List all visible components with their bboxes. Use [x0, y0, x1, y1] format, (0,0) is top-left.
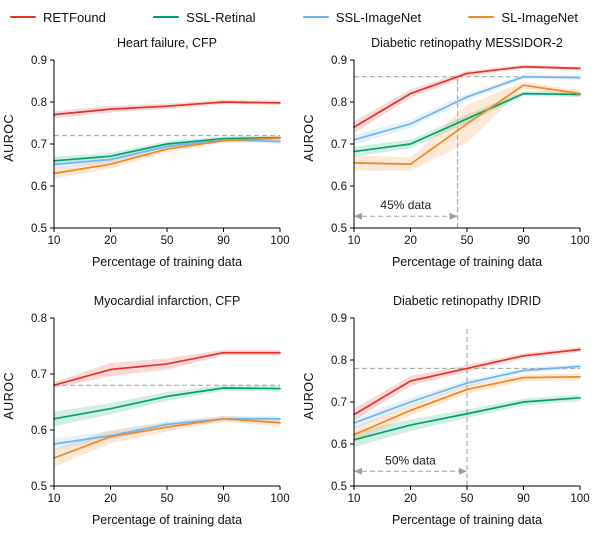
- legend-line-swatch: [468, 15, 495, 19]
- legend-label: SL-ImageNet: [501, 9, 578, 25]
- svg-text:0.8: 0.8: [331, 355, 347, 367]
- legend-line-swatch: [153, 15, 180, 19]
- legend-line-swatch: [302, 15, 329, 19]
- chart-panel-heart-failure-cfp: Heart failure, CFP AUROC 10 20 50 90 100 0.5 0…: [0, 30, 300, 288]
- svg-text:100: 100: [270, 235, 289, 247]
- legend-item-ssl-imagenet: SSL-ImageNet: [302, 9, 422, 25]
- chart-grid: Heart failure, CFP AUROC 10 20 50 90 100 0.5 0…: [0, 30, 600, 545]
- svg-text:0.7: 0.7: [31, 139, 47, 151]
- svg-text:0.6: 0.6: [31, 181, 47, 193]
- chart-title: Diabetic retinopathy IDRID: [393, 293, 541, 308]
- plot-row: AUROC 10 20 50 90 100 0.5 0.6 0.7 0.8: [0, 310, 300, 512]
- svg-text:50: 50: [161, 493, 174, 505]
- svg-text:0.9: 0.9: [31, 55, 47, 67]
- svg-text:90: 90: [517, 493, 530, 505]
- svg-text:0.9: 0.9: [331, 55, 347, 67]
- legend: RETFound SSL-Retinal SSL-ImageNet SL-Ima…: [0, 0, 600, 30]
- svg-text:0.7: 0.7: [331, 139, 347, 151]
- svg-text:90: 90: [517, 235, 530, 247]
- plot-svg: 45% data 10 20 50 90 100 0.5 0.6 0.7 0.8 0.9: [331, 55, 590, 247]
- svg-text:10: 10: [48, 235, 61, 247]
- svg-text:100: 100: [570, 235, 589, 247]
- chart-panel-myocardial-infarction-cfp: Myocardial infarction, CFP AUROC 10 20 50 9…: [0, 288, 300, 545]
- svg-text:0.6: 0.6: [331, 181, 347, 193]
- svg-text:0.9: 0.9: [331, 313, 347, 325]
- y-axis-label: AUROC: [2, 114, 16, 162]
- chart-title: Myocardial infarction, CFP: [93, 293, 241, 308]
- y-axis-label: AUROC: [302, 114, 316, 162]
- svg-text:0.8: 0.8: [331, 97, 347, 109]
- svg-text:45% data: 45% data: [380, 198, 431, 212]
- svg-text:10: 10: [48, 493, 61, 505]
- svg-text:0.5: 0.5: [331, 481, 347, 493]
- plot-svg: 50% data 10 20 50 90 100 0.5 0.6 0.7 0.8 0.9: [331, 313, 590, 505]
- svg-text:10: 10: [348, 235, 361, 247]
- svg-text:100: 100: [570, 493, 589, 505]
- y-axis-label-column: AUROC: [300, 52, 318, 254]
- svg-text:0.6: 0.6: [31, 425, 47, 437]
- x-axis-label: Percentage of training data: [391, 512, 543, 527]
- y-axis-label: AUROC: [2, 371, 16, 420]
- y-axis-label: AUROC: [302, 371, 316, 420]
- svg-text:0.8: 0.8: [31, 313, 47, 325]
- svg-text:20: 20: [404, 493, 417, 505]
- svg-text:20: 20: [104, 235, 117, 247]
- svg-text:0.6: 0.6: [331, 439, 347, 451]
- svg-text:0.5: 0.5: [31, 481, 47, 493]
- legend-item-retfound: RETFound: [10, 10, 106, 25]
- legend-item-sl-imagenet: SL-ImageNet: [468, 10, 578, 25]
- svg-text:0.7: 0.7: [331, 397, 347, 409]
- svg-text:20: 20: [404, 235, 417, 247]
- legend-line-swatch: [10, 15, 36, 19]
- chart-title: Diabetic retinopathy MESSIDOR-2: [371, 36, 563, 50]
- legend-label: SSL-Retinal: [186, 9, 256, 25]
- y-axis-label-column: AUROC: [0, 52, 18, 254]
- svg-text:90: 90: [217, 493, 230, 505]
- plot-row: AUROC 45% data 10 20 50 90 100 0.5 0.6 0.7 0.8 0.9: [300, 52, 600, 254]
- chart-panel-dr-messidor2: Diabetic retinopathy MESSIDOR-2 AUROC 45…: [300, 30, 600, 288]
- svg-text:90: 90: [217, 235, 230, 247]
- svg-text:0.5: 0.5: [331, 223, 347, 235]
- plot-svg: 10 20 50 90 100 0.5 0.6 0.7 0.8: [31, 313, 290, 505]
- svg-text:0.7: 0.7: [31, 369, 47, 381]
- x-axis-label: Percentage of training data: [391, 255, 543, 269]
- svg-text:10: 10: [348, 493, 361, 505]
- svg-text:50% data: 50% data: [385, 453, 436, 467]
- chart-title: Heart failure, CFP: [116, 36, 218, 50]
- svg-text:50: 50: [461, 235, 474, 247]
- svg-text:50: 50: [461, 493, 474, 505]
- x-axis-label: Percentage of training data: [91, 512, 243, 527]
- chart-panel-dr-idrid: Diabetic retinopathy IDRID AUROC 50% dat…: [300, 288, 600, 545]
- svg-text:50: 50: [161, 235, 174, 247]
- y-axis-label-column: AUROC: [0, 310, 18, 512]
- plot-row: AUROC 50% data 10 20 50 90 100 0.5 0.6 0.7 0.8 0.9: [300, 310, 600, 512]
- plot-svg: 10 20 50 90 100 0.5 0.6 0.7 0.8 0.9: [31, 55, 290, 247]
- legend-label: RETFound: [43, 9, 106, 25]
- y-axis-label-column: AUROC: [300, 310, 318, 512]
- svg-text:100: 100: [270, 493, 289, 505]
- legend-item-ssl-retinal: SSL-Retinal: [153, 9, 256, 25]
- svg-text:0.5: 0.5: [31, 223, 47, 235]
- svg-text:20: 20: [104, 493, 117, 505]
- x-axis-label: Percentage of training data: [91, 255, 243, 269]
- plot-row: AUROC 10 20 50 90 100 0.5 0.6 0.7 0.8 0.9: [0, 52, 300, 254]
- legend-label: SSL-ImageNet: [335, 9, 422, 25]
- svg-text:0.8: 0.8: [31, 97, 47, 109]
